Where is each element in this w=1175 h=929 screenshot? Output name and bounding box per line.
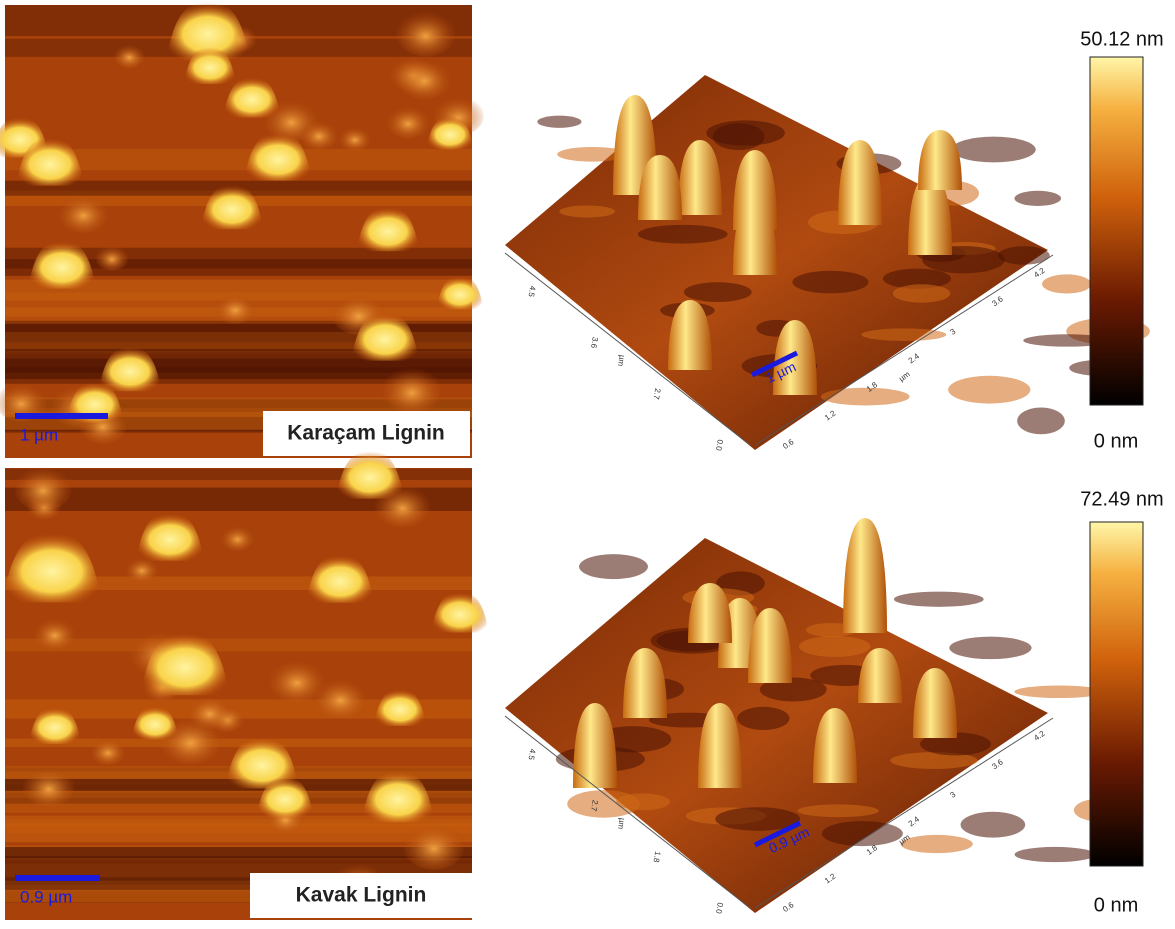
afm-panel: 0.9 µm Kavak Lignin 0.6 1.2 1.8 2.4 3 3.6 4.2 0.0… [3,452,1164,920]
axis-tick-label: 1.2 [823,408,838,422]
bump [91,738,126,765]
bump [34,618,76,650]
ridge [799,636,871,657]
ridge [961,812,1026,838]
scale-bar-label: 0.9 µm [20,887,72,906]
colorbar [1090,522,1143,866]
axis-tick-label: 3.6 [990,294,1005,308]
ridge [952,137,1036,163]
ridge [792,271,868,294]
ridge [638,225,728,244]
colorbar [1090,57,1143,405]
bump [396,11,455,57]
ridge [1042,274,1091,293]
ridge [579,554,648,579]
axis-tick-label: 1.2 [823,871,838,885]
axis-tick-label: 2.4 [907,814,922,828]
axis-tick-label: 3 [949,790,958,800]
ridge [893,284,950,303]
bump [339,127,371,151]
bump [188,696,231,729]
axis-tick-label: 0.0 [714,902,725,915]
ridge [949,637,1031,660]
figure: 1 µm Karaçam Lignin 0.6 1.2 1.8 2.4 3 3.6 4.2 0.0… [0,0,1175,924]
peak [918,130,962,190]
bump [398,59,451,100]
scale-bar-label: 1 µm [20,425,58,444]
ridge [894,592,984,607]
streak [5,639,472,652]
axis-tick-label: 2.7 [651,388,662,401]
particle [336,452,404,499]
ridge [737,707,789,730]
ridge [1015,847,1096,862]
bump [14,467,71,511]
ridge [1014,191,1061,206]
colorbar-min: 0 nm [1094,430,1138,452]
axis-unit: µm [616,817,627,830]
colorbar-max: 50.12 nm [1080,28,1163,50]
ridge [537,116,581,128]
bump [59,195,109,233]
axis-tick-label: 4.2 [1032,729,1047,743]
page: 1 µm Karaçam Lignin 0.6 1.2 1.8 2.4 3 3.6 4.2 0.0… [0,0,1175,929]
peak [843,518,887,633]
ridge [713,123,765,150]
sample-label: Karaçam Lignin [287,422,445,445]
bump [96,245,129,270]
axis-unit: µm [616,354,627,367]
bump [126,557,158,582]
bump [216,294,255,324]
bump [114,44,145,68]
ridge [1017,407,1065,434]
streak [5,469,472,480]
ridge [797,804,878,817]
bump [300,120,338,149]
bump [314,678,367,719]
bump [387,106,430,139]
bump [403,823,464,870]
colorbar-min: 0 nm [1094,894,1138,916]
ridge [948,376,1030,404]
ridge [901,835,973,853]
ridge [821,388,910,406]
bump [221,525,254,551]
bump [23,768,74,808]
axis-tick-label: 1.8 [651,851,662,864]
axis-tick-label: 3 [949,327,958,337]
streak [5,824,472,843]
ridge [684,282,752,302]
axis-tick-label: 4.5 [526,748,537,761]
axis-tick-label: 3.6 [589,336,600,349]
bump [382,368,442,414]
sample-label: Kavak Lignin [296,884,427,907]
ridge [559,205,615,217]
axis-tick-label: 4.5 [526,285,537,298]
axis-tick-label: 2.4 [907,351,922,365]
streak [5,847,472,858]
ridge [822,821,903,846]
axis-tick-label: 3.6 [990,757,1005,771]
axis-tick-label: 0.6 [781,900,796,914]
ridge [861,328,946,341]
colorbar-max: 72.49 nm [1080,488,1163,510]
axis-tick-label: 4.2 [1032,266,1047,280]
axis-tick-label: 0.0 [714,439,725,452]
axis-tick-label: 0.6 [781,437,796,451]
axis-unit: µm [897,369,912,383]
